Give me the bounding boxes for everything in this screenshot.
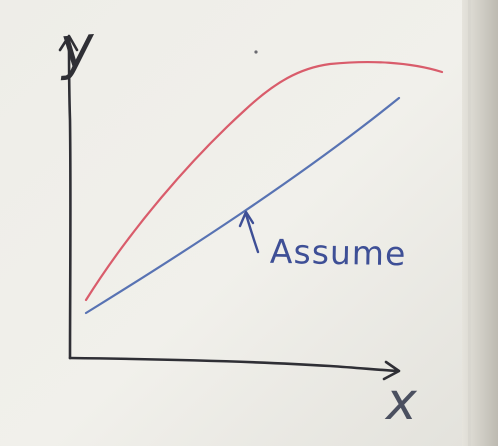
stray-dot [254,50,258,54]
x-axis-line [68,356,400,373]
board-frame-line [468,0,471,446]
y-axis-line [67,38,72,360]
board-edge [462,0,498,446]
x-axis-arrow-icon [382,360,401,381]
y-axis-label: y [57,11,97,83]
assume-note: Assume [269,231,407,274]
up-arrow-head [238,210,255,228]
x-axis-label: x [386,372,417,432]
blue-line [84,96,401,315]
y-axis-arrow-icon [58,34,79,52]
up-arrow-icon [244,212,260,254]
red-curve [84,61,444,302]
